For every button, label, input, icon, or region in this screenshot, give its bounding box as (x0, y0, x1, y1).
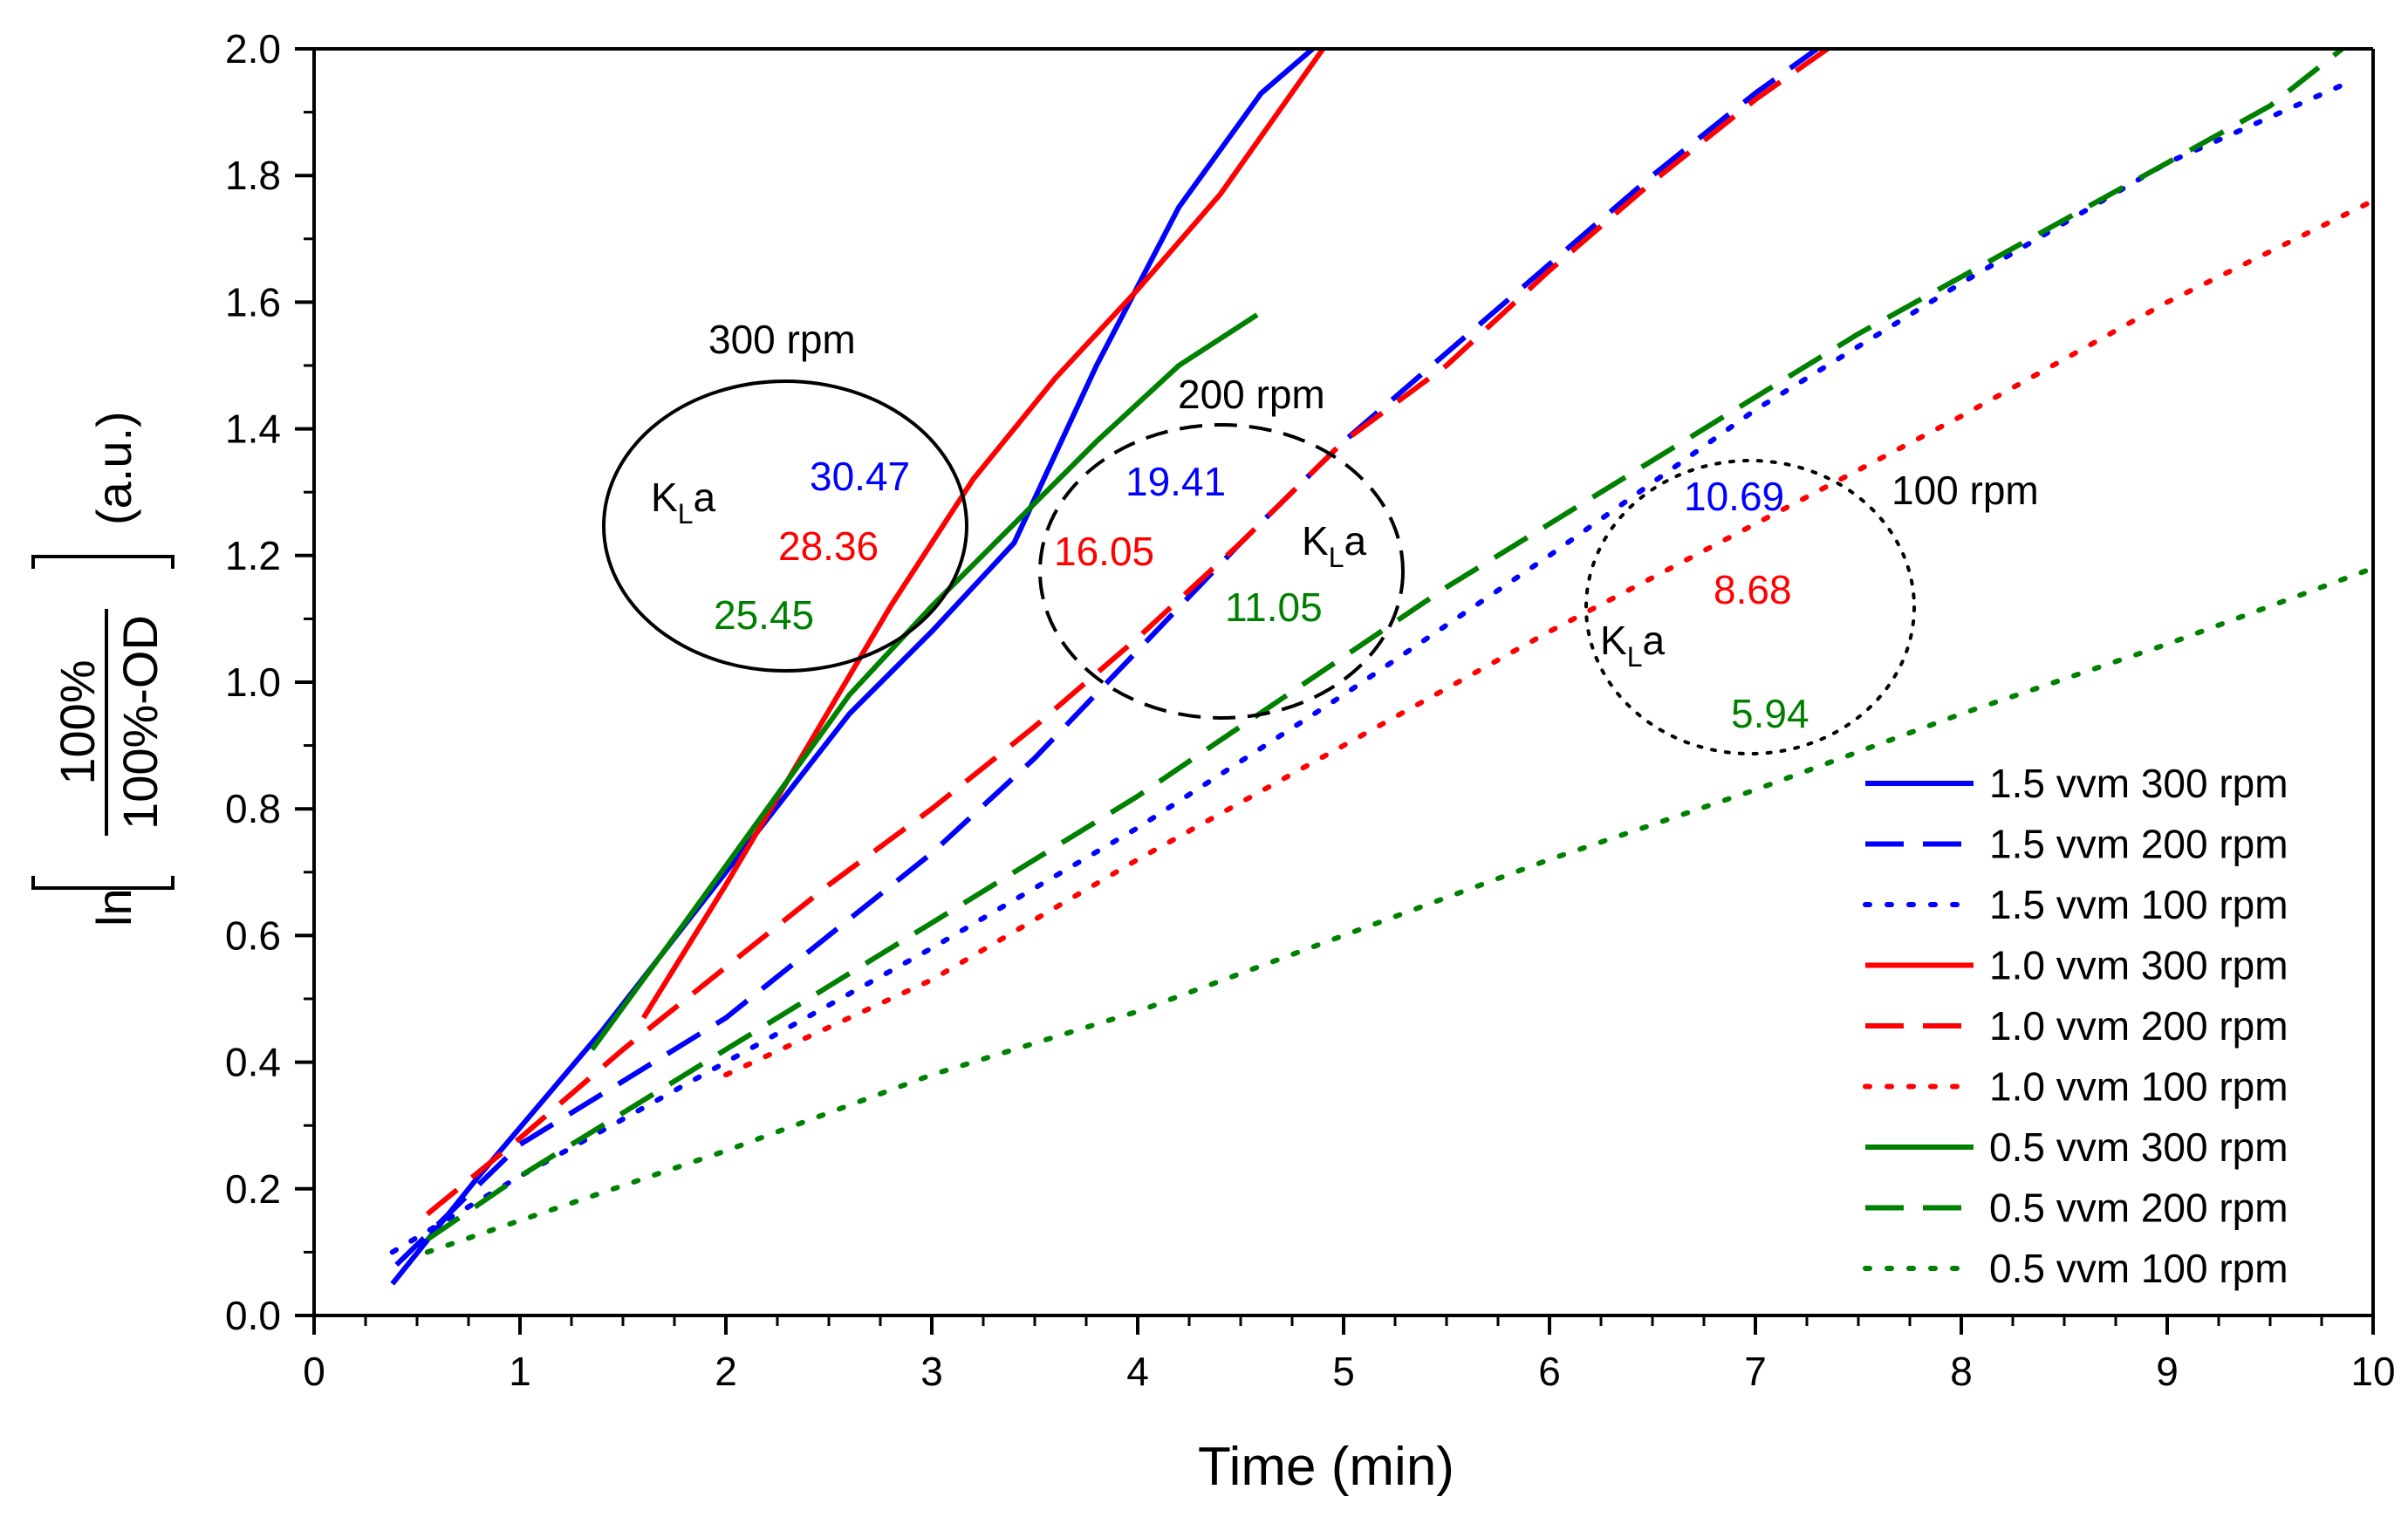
x-tick-label-6: 6 (1538, 1349, 1561, 1394)
x-tick-label-2: 2 (715, 1349, 737, 1394)
y-tick-label-0.0: 0.0 (225, 1293, 281, 1338)
x-tick-label-8: 8 (1950, 1349, 1973, 1394)
y-axis-title-numerator: 100% (50, 659, 105, 784)
series-line-1-0-vvm-300-rpm (641, 49, 1325, 1020)
y-tick-label-1.4: 1.4 (225, 407, 281, 452)
y-axis-title-prefix: ln (86, 888, 141, 926)
legend-label-0-5-vvm-100-rpm: 0.5 vvm 100 rpm (1989, 1246, 2288, 1291)
y-axis-title-bracket-left (31, 876, 174, 890)
x-tick-label-5: 5 (1332, 1349, 1355, 1394)
x-tick-label-0: 0 (303, 1349, 325, 1394)
kla-value-300-1.5vvm: 30.47 (810, 454, 910, 499)
group-title-300: 300 rpm (708, 317, 856, 362)
kla-value-200-0.5vvm: 11.05 (1225, 584, 1323, 630)
kla-ring-100 (1584, 459, 1916, 755)
kla-label-300: KLa (651, 475, 715, 530)
legend-label-1-0-vvm-100-rpm: 1.0 vvm 100 rpm (1989, 1064, 2288, 1110)
legend-label-1-0-vvm-200-rpm: 1.0 vvm 200 rpm (1989, 1003, 2288, 1049)
series-line-0-5-vvm-100-rpm (424, 565, 2373, 1255)
kla-value-100-0.5vvm: 5.94 (1731, 691, 1809, 736)
series-layer (389, 49, 2373, 1286)
x-tick-label-7: 7 (1744, 1349, 1767, 1394)
kla-value-300-0.5vvm: 25.45 (714, 592, 814, 638)
series-line-1-0-vvm-100-rpm (723, 198, 2373, 1078)
kla-value-200-1.0vvm: 16.05 (1054, 529, 1154, 574)
legend: 1.5 vvm 300 rpm 1.5 vvm 200 rpm 1.5 vvm 10… (1863, 761, 2288, 1291)
kla-ring-200 (1038, 423, 1405, 720)
series-line-1-5-vvm-200-rpm (394, 49, 1819, 1268)
x-tick-label-1: 1 (509, 1349, 531, 1394)
y-axis-title-denominator: 100%-OD (113, 615, 168, 830)
legend-label-1-5-vvm-300-rpm: 1.5 vvm 300 rpm (1989, 761, 2288, 806)
y-tick-label-0.4: 0.4 (225, 1040, 281, 1085)
y-tick-label-1.2: 1.2 (225, 533, 281, 578)
kla-label-100: KLa (1600, 618, 1665, 673)
y-tick-label-0.2: 0.2 (225, 1166, 281, 1212)
series-line-1-5-vvm-100-rpm (389, 78, 2356, 1255)
kla-annotations: 300 rpm KLa 30.47 28.36 25.45 200 rpm KL… (602, 317, 2039, 755)
x-tick-label-4: 4 (1126, 1349, 1149, 1394)
legend-label-1-5-vvm-200-rpm: 1.5 vvm 200 rpm (1989, 822, 2288, 867)
kla-value-100-1.5vvm: 10.69 (1684, 474, 1784, 519)
y-axis-title: ln 100% 100%-OD (a.u.) (31, 411, 174, 926)
legend-label-0-5-vvm-200-rpm: 0.5 vvm 200 rpm (1989, 1186, 2288, 1231)
x-tick-label-3: 3 (920, 1349, 943, 1394)
y-axis-title-bracket-right (31, 555, 174, 569)
series-line-1-0-vvm-200-rpm (425, 49, 1830, 1217)
legend-label-1-5-vvm-100-rpm: 1.5 vvm 100 rpm (1989, 882, 2288, 927)
kla-ring-300 (602, 379, 968, 673)
y-tick-label-1.8: 1.8 (225, 153, 281, 198)
y-axis-title-unit: (a.u.) (86, 411, 141, 525)
legend-label-0-5-vvm-300-rpm: 0.5 vvm 300 rpm (1989, 1124, 2288, 1170)
series-line-0-5-vvm-300-rpm (590, 312, 1259, 1051)
series-line-0-5-vvm-200-rpm (426, 49, 2344, 1242)
x-tick-label-9: 9 (2156, 1349, 2179, 1394)
y-tick-label-1.0: 1.0 (225, 659, 281, 705)
y-tick-label-0.6: 0.6 (225, 912, 281, 958)
legend-label-1-0-vvm-300-rpm: 1.0 vvm 300 rpm (1989, 943, 2288, 988)
series-line-1-5-vvm-300-rpm (390, 49, 1315, 1286)
y-tick-label-2.0: 2.0 (225, 26, 281, 72)
y-tick-label-0.8: 0.8 (225, 786, 281, 831)
kla-value-200-1.5vvm: 19.41 (1125, 459, 1226, 504)
kla-value-100-1.0vvm: 8.68 (1714, 567, 1792, 612)
kla-value-300-1.0vvm: 28.36 (778, 523, 879, 569)
group-title-100: 100 rpm (1892, 468, 2039, 513)
kla-label-200: KLa (1302, 518, 1366, 573)
x-tick-label-10: 10 (2350, 1349, 2395, 1394)
x-axis-title: Time (min) (1198, 1437, 1454, 1497)
group-title-200: 200 rpm (1178, 372, 1325, 417)
y-tick-label-1.6: 1.6 (225, 279, 281, 325)
axes: 0 1 2 3 4 5 6 7 8 9 10 0.0 0.2 0.4 0.6 0.8 1.0 1.2 1.4 1.6 1… (225, 26, 2396, 1394)
